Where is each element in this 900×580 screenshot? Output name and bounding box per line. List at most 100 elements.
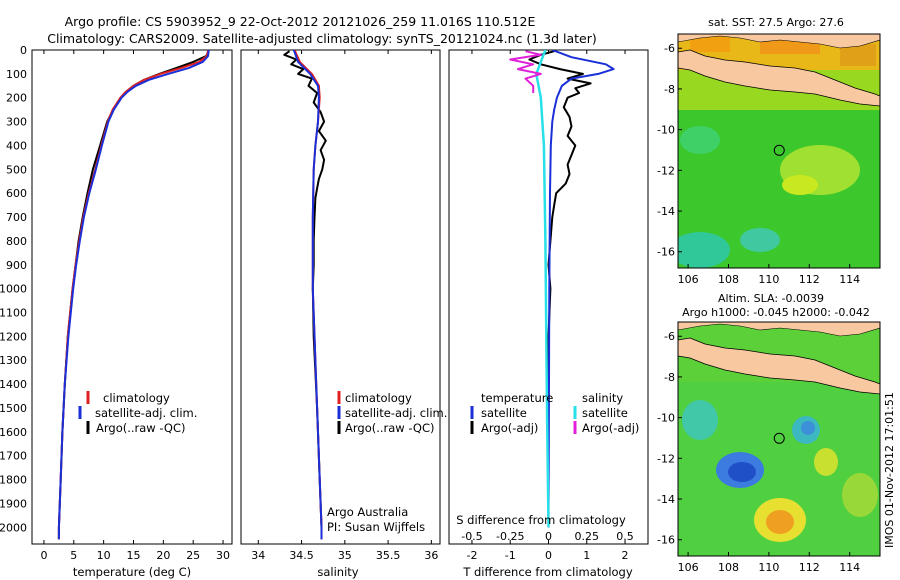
s-diff-tick-label: 0.5 [616,530,634,543]
satellite-temperature-line [57,50,210,540]
sla-high-eddy [814,448,838,476]
satellite-salinity-line [292,50,323,540]
salinity-series [283,50,327,540]
depth-tick-label: 2000 [0,521,27,534]
depth-tick-label: 1600 [0,426,27,439]
legend-s-satellite-label: satellite [582,406,628,420]
depth-tick-label: 1700 [0,450,27,463]
lon-tick-label: 106 [678,561,699,574]
sst-map-axes: 106 108 110 112 114 -6 -8 -10 -12 -14 -16 [657,42,860,286]
difference-legend: temperature satellite Argo(-adj) salinit… [470,391,639,435]
legend-t-argo-label: Argo(-adj) [481,421,538,435]
lon-tick-label: 114 [839,273,860,286]
sst-warm-eddy [782,175,818,195]
difference-panel: -2 -1 0 1 2 -0.5 -0.25 0 0.25 0.5 S difference f… [448,49,649,579]
sla-low-core [728,462,756,482]
sla-high-core [766,510,794,534]
borneo-coast [678,322,880,337]
temperature-series [57,50,210,540]
temperature-x-label: temperature (deg C) [73,565,191,579]
temperature-legend: climatology satellite-adj. clim. Argo(..… [78,391,197,435]
legend-salinity-title: salinity [582,391,623,405]
salinity-x-axis: 34 34.5 35 35.5 36 [251,50,438,562]
s-difference-x-axis: -0.5 -0.25 0 0.25 0.5 [461,530,634,543]
argo-australia-note: Argo Australia [327,505,408,519]
argo-float-marker [773,432,785,444]
lat-tick-label: -10 [657,412,675,425]
x-tick-label: 0 [545,549,552,562]
x-tick-label: -1 [505,549,516,562]
salinity-x-label: salinity [317,565,358,579]
depth-tick-label: 300 [6,116,27,129]
x-tick-label: 2 [622,549,629,562]
depth-tick-label: 200 [6,92,27,105]
depth-tick-label: 0 [20,44,27,57]
lon-tick-label: 108 [718,273,739,286]
depth-tick-label: 700 [6,211,27,224]
depth-tick-label: 1800 [0,474,27,487]
x-tick-label: 35 [338,549,352,562]
x-tick-label: 34 [251,549,265,562]
sst-warm-patch [840,44,876,66]
depth-tick-label: 800 [6,235,27,248]
sla-mid-patch [842,473,878,517]
sla-cool-patch [682,400,718,440]
legend-climatology-label: climatology [103,391,170,405]
temperature-panel: 0 5 10 15 20 25 30 temperature (deg C) climato… [31,49,233,579]
depth-tick-label: 900 [6,259,27,272]
s-difference-label: S difference from climatology [456,513,626,527]
s-diff-tick-label: 0 [545,530,552,543]
legend-s-argo-label: Argo(-adj) [582,421,639,435]
lat-tick-label: -8 [664,371,675,384]
java-island [678,337,880,395]
lon-tick-label: 108 [718,561,739,574]
depth-tick-label: 400 [6,139,27,152]
figure-title-line1: Argo profile: CS 5903952_9 22-Oct-2012 2… [65,14,536,29]
depth-tick-label: 100 [6,68,27,81]
lat-tick-label: -14 [657,493,675,506]
depth-axis: 0 100 200 300 400 500 600 700 800 900 1000 1100 1200… [0,44,648,534]
sst-cool-patch [678,232,730,268]
t-difference-label: T difference from climatology [462,565,633,579]
legend-satellite-label: satellite-adj. clim. [345,406,447,420]
x-tick-label: 10 [97,549,111,562]
pi-note: PI: Susan Wijffels [327,520,425,534]
sst-map-title: sat. SST: 27.5 Argo: 27.6 [708,16,844,29]
sst-cool-patch [740,228,780,252]
imos-timestamp: IMOS 01-Nov-2012 17:01:51 [883,392,896,548]
sst-cool-patch [680,126,720,154]
depth-tick-label: 1200 [0,330,27,343]
legend-satellite-label: satellite-adj. clim. [95,406,197,420]
lon-tick-label: 114 [839,561,860,574]
satellite-s-diff-line [535,50,550,528]
salinity-legend: climatology satellite-adj. clim. Argo(..… [337,391,447,435]
depth-tick-label: 1000 [0,283,27,296]
x-tick-label: 36 [424,549,438,562]
lat-tick-label: -6 [664,42,675,55]
satellite-t-diff-line [547,50,615,528]
borneo-coast [678,34,880,49]
depth-tick-label: 1400 [0,378,27,391]
salinity-plot-frame [240,49,441,545]
depth-tick-label: 1100 [0,307,27,320]
x-tick-label: 15 [126,549,140,562]
lat-tick-label: -6 [664,330,675,343]
x-tick-label: 1 [583,549,590,562]
sla-map-panel: Altim. SLA: -0.0039 Argo h1000: -0.045 h… [657,292,881,574]
legend-t-satellite-label: satellite [481,406,527,420]
sla-map-subtitle: Argo h1000: -0.045 h2000: -0.042 [682,306,870,319]
x-tick-label: -2 [466,549,477,562]
temperature-x-axis: 0 5 10 15 20 25 30 [40,50,230,562]
x-tick-label: 35.5 [376,549,401,562]
legend-temperature-title: temperature [481,391,553,405]
sst-map-field [678,34,880,268]
sla-map-frame [677,321,881,557]
x-tick-label: 0 [40,549,47,562]
x-tick-label: 30 [216,549,230,562]
salinity-panel: 34 34.5 35 35.5 36 salinity climatology sate… [240,49,447,579]
depth-tick-label: 500 [6,163,27,176]
depth-tick-label: 1300 [0,354,27,367]
sla-low-core [801,421,815,435]
legend-argo-label: Argo(..raw -QC) [345,421,435,435]
